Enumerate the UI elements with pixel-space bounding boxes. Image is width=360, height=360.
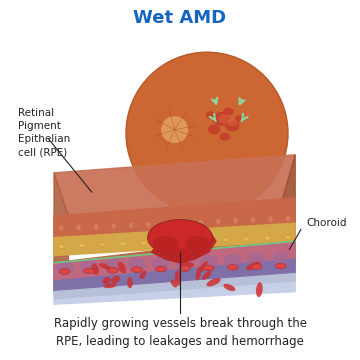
Circle shape [126,52,288,214]
Ellipse shape [246,262,260,270]
Ellipse shape [225,121,239,131]
Polygon shape [151,223,216,263]
Polygon shape [54,173,68,263]
Ellipse shape [161,240,167,244]
Ellipse shape [272,252,290,266]
Ellipse shape [251,217,255,223]
Ellipse shape [59,225,63,231]
Ellipse shape [228,265,238,270]
Ellipse shape [164,221,168,227]
Ellipse shape [200,255,218,269]
Polygon shape [281,155,295,263]
Ellipse shape [286,216,290,221]
Ellipse shape [179,266,190,271]
Polygon shape [54,198,295,238]
Text: Rapidly growing vessels break through the
RPE, leading to leakages and hemorrhag: Rapidly growing vessels break through th… [54,317,306,348]
Ellipse shape [206,111,216,119]
Ellipse shape [103,283,117,288]
Ellipse shape [218,114,232,124]
Ellipse shape [94,224,98,230]
Ellipse shape [220,133,230,141]
Ellipse shape [212,112,231,126]
Ellipse shape [196,267,201,280]
Ellipse shape [102,277,111,284]
Ellipse shape [111,223,116,229]
Polygon shape [54,155,295,216]
Ellipse shape [235,115,244,122]
Ellipse shape [223,238,229,242]
Ellipse shape [76,225,81,230]
Ellipse shape [179,262,194,268]
Ellipse shape [128,258,146,272]
Ellipse shape [153,236,178,254]
Polygon shape [54,281,295,304]
Ellipse shape [185,236,211,254]
Ellipse shape [107,267,118,273]
Ellipse shape [198,261,208,273]
Ellipse shape [140,270,147,279]
Ellipse shape [251,264,262,270]
Ellipse shape [80,260,98,274]
Polygon shape [54,241,295,281]
Ellipse shape [285,235,291,239]
Ellipse shape [243,237,250,241]
Text: Retinal
Pigment
Epithelian
cell (RPE): Retinal Pigment Epithelian cell (RPE) [18,108,70,158]
Ellipse shape [224,254,242,268]
Polygon shape [54,234,295,292]
Ellipse shape [256,282,263,297]
Ellipse shape [104,258,122,273]
Ellipse shape [269,216,273,222]
Ellipse shape [84,268,94,274]
Ellipse shape [169,248,191,263]
Ellipse shape [175,270,181,286]
Ellipse shape [148,220,212,256]
Ellipse shape [59,269,70,274]
Ellipse shape [227,119,237,126]
Ellipse shape [131,267,142,273]
Ellipse shape [78,243,85,248]
Ellipse shape [216,219,220,224]
Ellipse shape [248,253,266,267]
Ellipse shape [223,108,234,116]
Polygon shape [54,223,295,256]
Ellipse shape [152,257,170,271]
Ellipse shape [99,243,106,247]
Ellipse shape [264,236,271,240]
Ellipse shape [275,263,286,269]
Polygon shape [54,274,295,299]
Ellipse shape [203,265,214,271]
Ellipse shape [199,219,203,225]
Ellipse shape [127,277,133,288]
Ellipse shape [224,284,235,291]
Ellipse shape [56,261,74,275]
Ellipse shape [234,218,238,224]
Ellipse shape [58,244,64,248]
Ellipse shape [91,264,99,275]
Ellipse shape [171,280,177,288]
Ellipse shape [118,262,126,274]
Ellipse shape [146,222,150,228]
Ellipse shape [111,275,120,284]
Text: Choroid: Choroid [306,218,346,228]
Text: Wet AMD: Wet AMD [134,9,226,27]
Ellipse shape [208,125,220,135]
Polygon shape [54,259,295,292]
Ellipse shape [202,238,209,243]
Ellipse shape [182,239,188,243]
Ellipse shape [206,278,221,287]
Ellipse shape [202,271,211,280]
Ellipse shape [176,256,194,270]
Ellipse shape [161,116,188,143]
Ellipse shape [156,266,166,272]
Ellipse shape [99,263,111,270]
Ellipse shape [120,242,126,246]
Ellipse shape [140,241,147,245]
Ellipse shape [181,220,185,226]
Ellipse shape [129,222,133,228]
